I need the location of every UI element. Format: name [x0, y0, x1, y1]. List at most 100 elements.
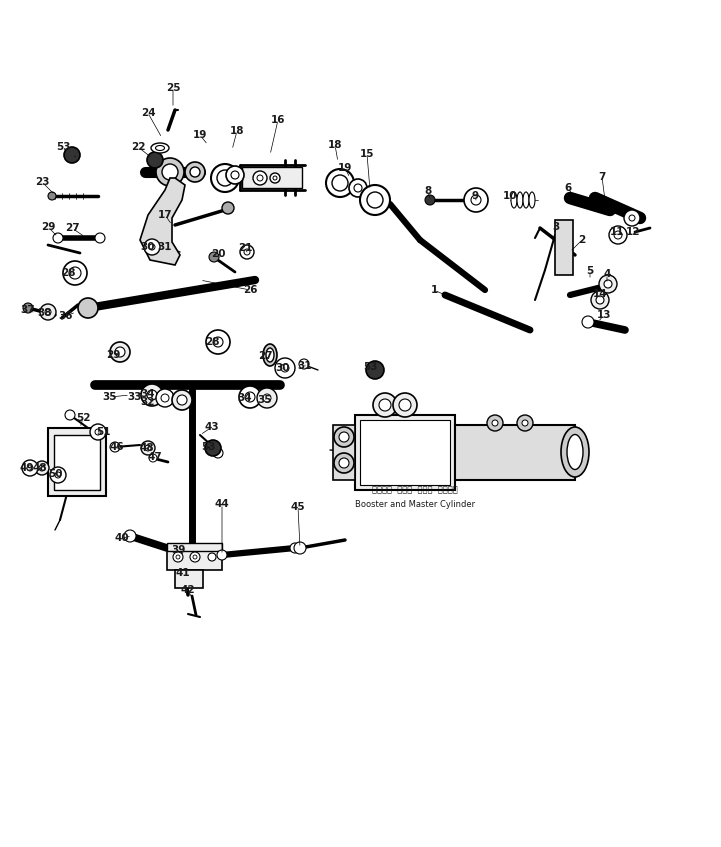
Circle shape	[629, 215, 635, 221]
Text: 34: 34	[238, 393, 252, 403]
Ellipse shape	[567, 435, 583, 469]
Text: 28: 28	[61, 268, 75, 278]
Text: 44: 44	[215, 499, 229, 509]
Circle shape	[326, 169, 354, 197]
Circle shape	[205, 440, 221, 456]
Text: 26: 26	[243, 285, 257, 295]
Circle shape	[110, 442, 120, 452]
Text: 11: 11	[610, 227, 624, 237]
Circle shape	[257, 175, 263, 181]
Circle shape	[517, 415, 533, 431]
Circle shape	[240, 245, 254, 259]
Ellipse shape	[156, 146, 164, 151]
Text: 25: 25	[166, 83, 180, 93]
Circle shape	[53, 233, 63, 243]
Circle shape	[273, 176, 277, 180]
Circle shape	[177, 395, 187, 405]
Text: 6: 6	[565, 183, 572, 193]
Circle shape	[299, 359, 309, 369]
Circle shape	[161, 394, 169, 402]
Circle shape	[487, 415, 503, 431]
Text: 18: 18	[230, 126, 244, 136]
Circle shape	[176, 555, 180, 559]
Text: 7: 7	[598, 172, 606, 182]
Circle shape	[22, 460, 38, 476]
Circle shape	[270, 173, 280, 183]
Circle shape	[614, 231, 622, 239]
Bar	[48, 428, 106, 496]
Circle shape	[492, 420, 498, 426]
Circle shape	[27, 465, 33, 471]
Circle shape	[354, 184, 362, 192]
Text: 16: 16	[271, 115, 286, 125]
Circle shape	[222, 202, 234, 214]
Circle shape	[156, 389, 174, 407]
Circle shape	[173, 552, 183, 562]
Circle shape	[604, 280, 612, 288]
Circle shape	[149, 244, 155, 250]
Circle shape	[190, 552, 200, 562]
Circle shape	[156, 158, 184, 186]
Text: 49: 49	[19, 463, 35, 473]
Circle shape	[124, 530, 136, 542]
Text: Booster and Master Cylinder: Booster and Master Cylinder	[355, 500, 475, 508]
Text: 42: 42	[181, 585, 195, 595]
Circle shape	[172, 390, 192, 410]
Circle shape	[190, 167, 200, 177]
Text: 48: 48	[32, 463, 48, 473]
Text: 24: 24	[141, 108, 155, 118]
Bar	[555, 220, 573, 275]
Text: 22: 22	[131, 142, 145, 152]
Ellipse shape	[523, 192, 529, 208]
Circle shape	[55, 472, 61, 478]
Bar	[167, 548, 222, 570]
Text: 40: 40	[115, 533, 129, 543]
Text: 20: 20	[211, 249, 225, 259]
Text: 35: 35	[257, 395, 273, 405]
Circle shape	[399, 399, 411, 411]
Circle shape	[95, 233, 105, 243]
Text: 33: 33	[128, 392, 142, 402]
Circle shape	[145, 445, 151, 451]
Circle shape	[95, 429, 101, 435]
Text: 17: 17	[158, 210, 172, 220]
Circle shape	[425, 195, 435, 205]
Circle shape	[213, 448, 223, 458]
Ellipse shape	[529, 192, 535, 208]
Text: 46: 46	[110, 442, 124, 452]
Circle shape	[141, 384, 163, 406]
Text: 53: 53	[363, 362, 377, 372]
Ellipse shape	[266, 348, 274, 362]
Circle shape	[78, 298, 98, 318]
Circle shape	[193, 555, 197, 559]
Circle shape	[40, 304, 56, 320]
Circle shape	[39, 465, 45, 471]
Circle shape	[522, 420, 528, 426]
Text: 19: 19	[193, 130, 207, 140]
Text: 13: 13	[597, 310, 611, 320]
Text: 5: 5	[586, 266, 593, 276]
Text: 30: 30	[141, 242, 155, 252]
Text: 2: 2	[578, 235, 585, 245]
Circle shape	[115, 347, 125, 357]
Circle shape	[379, 399, 391, 411]
Text: 34: 34	[141, 389, 155, 399]
Ellipse shape	[511, 192, 517, 208]
Circle shape	[332, 175, 348, 191]
Text: 47: 47	[148, 452, 162, 462]
Circle shape	[208, 553, 216, 561]
Bar	[355, 415, 455, 490]
Circle shape	[244, 249, 250, 255]
Ellipse shape	[151, 143, 169, 153]
Circle shape	[245, 392, 255, 402]
Text: 28: 28	[205, 337, 219, 347]
Circle shape	[23, 303, 33, 313]
Circle shape	[147, 390, 157, 400]
Text: 53: 53	[200, 442, 216, 452]
Circle shape	[69, 267, 81, 279]
Circle shape	[596, 296, 604, 304]
Text: 36: 36	[58, 311, 74, 321]
Circle shape	[624, 210, 640, 226]
Circle shape	[64, 147, 80, 163]
Text: 29: 29	[41, 222, 56, 232]
